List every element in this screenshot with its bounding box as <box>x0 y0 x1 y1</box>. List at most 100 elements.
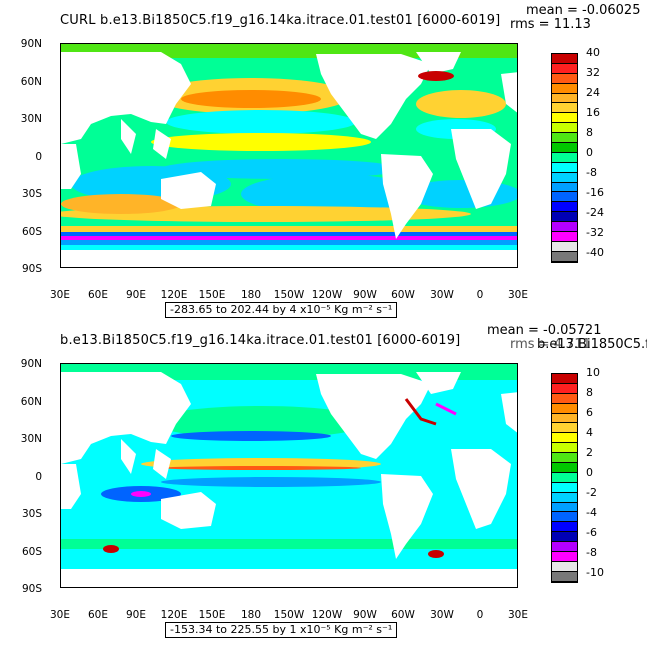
colorbar-swatch <box>552 453 577 464</box>
lat-label: 0 <box>35 151 42 163</box>
colorbar-label: 8 <box>586 126 593 139</box>
colorbar-swatch <box>552 413 577 424</box>
colorbar-swatch <box>552 192 577 203</box>
colorbar-swatch <box>552 123 577 134</box>
lon-label: 90E <box>126 609 146 621</box>
colorbar-swatch <box>552 542 577 553</box>
lat-label: 90S <box>21 583 42 595</box>
colorbar-label: -24 <box>586 206 604 219</box>
colorbar-swatch <box>552 143 577 153</box>
colorbar-label: -8 <box>586 166 597 179</box>
lon-label: 30E <box>508 289 528 301</box>
colorbar-swatch <box>552 241 577 252</box>
colorbar-swatch <box>552 561 577 572</box>
colorbar-swatch <box>552 212 577 223</box>
lon-label: 30W <box>430 609 454 621</box>
colorbar-swatch <box>552 552 577 562</box>
lat-label: 60N <box>20 76 42 88</box>
lat-label: 30N <box>20 113 42 125</box>
colorbar-swatch <box>552 482 577 493</box>
colorbar-swatch <box>552 522 577 533</box>
lat-label: 60S <box>21 546 42 558</box>
colorbar-swatch <box>552 182 577 193</box>
lat-label: 60S <box>21 226 42 238</box>
top-map <box>60 43 518 268</box>
bottom-mean: mean = -0.05721 <box>487 323 602 338</box>
lon-label: 30E <box>50 609 70 621</box>
bottom-map <box>60 363 518 588</box>
colorbar-swatch <box>552 571 577 582</box>
colorbar-swatch <box>552 393 577 404</box>
lon-label: 30W <box>430 289 454 301</box>
lon-label: 60W <box>391 289 415 301</box>
colorbar-swatch <box>552 103 577 114</box>
colorbar-swatch <box>552 443 577 454</box>
top-panel: CURL b.e13.Bi1850C5.f19_g16.14ka.itrace.… <box>0 0 647 320</box>
lon-label: 90W <box>353 609 377 621</box>
colorbar-swatch <box>552 492 577 503</box>
bottom-panel: b.e13.Bi1850C5.f19_g16.14ka.itrace.01.te… <box>0 320 647 640</box>
colorbar-swatch <box>552 403 577 414</box>
colorbar-label: -16 <box>586 186 604 199</box>
colorbar-swatch <box>552 532 577 543</box>
top-rms: rms = 11.13 <box>510 17 591 32</box>
colorbar-label: -40 <box>586 246 604 259</box>
colorbar-label: -8 <box>586 546 597 559</box>
colorbar-label: 16 <box>586 106 600 119</box>
lon-label: 90W <box>353 289 377 301</box>
colorbar-swatch <box>552 133 577 144</box>
lon-label: 150W <box>273 289 305 301</box>
colorbar-swatch <box>552 113 577 124</box>
lon-label: 120W <box>311 289 343 301</box>
top-colorbar <box>551 53 578 263</box>
colorbar-swatch <box>552 502 577 513</box>
colorbar-label: 4 <box>586 426 593 439</box>
lon-label: 30E <box>50 289 70 301</box>
lat-label: 90N <box>20 358 42 370</box>
colorbar-label: -6 <box>586 526 597 539</box>
colorbar-swatch <box>552 73 577 84</box>
colorbar-swatch <box>552 202 577 213</box>
colorbar-label: 0 <box>586 466 593 479</box>
lat-label: 30S <box>21 508 42 520</box>
bottom-colorbar <box>551 373 578 583</box>
lon-label: 30E <box>508 609 528 621</box>
lon-label: 60E <box>88 609 108 621</box>
lat-label: 30N <box>20 433 42 445</box>
colorbar-swatch <box>552 251 577 262</box>
colorbar-swatch <box>552 433 577 444</box>
colorbar-label: 8 <box>586 386 593 399</box>
colorbar-swatch <box>552 162 577 173</box>
lon-label: 0 <box>476 609 484 621</box>
colorbar-swatch <box>552 222 577 233</box>
lon-label: 120E <box>160 609 188 621</box>
colorbar-swatch <box>552 93 577 104</box>
lat-label: 90N <box>20 38 42 50</box>
lat-label: 90S <box>21 263 42 275</box>
lon-label: 150W <box>273 609 305 621</box>
lon-label: 180 <box>240 609 262 621</box>
colorbar-swatch <box>552 83 577 94</box>
bottom-overlap-title: b.e13.Bi1850C5.f19 <box>537 337 647 352</box>
colorbar-swatch <box>552 232 577 242</box>
lat-label: 30S <box>21 188 42 200</box>
bottom-title: b.e13.Bi1850C5.f19_g16.14ka.itrace.01.te… <box>60 333 461 348</box>
colorbar-label: -4 <box>586 506 597 519</box>
lon-label: 60W <box>391 609 415 621</box>
lat-label: 0 <box>35 471 42 483</box>
colorbar-swatch <box>552 512 577 523</box>
bottom-range-label: -153.34 to 225.55 by 1 x10⁻⁵ Kg m⁻² s⁻¹ <box>165 622 398 638</box>
colorbar-swatch <box>552 383 577 394</box>
colorbar-label: 0 <box>586 146 593 159</box>
colorbar-swatch <box>552 172 577 183</box>
colorbar-label: 32 <box>586 66 600 79</box>
colorbar-label: 6 <box>586 406 593 419</box>
colorbar-swatch <box>552 152 577 163</box>
colorbar-label: -2 <box>586 486 597 499</box>
colorbar-label: 24 <box>586 86 600 99</box>
colorbar-label: 10 <box>586 366 600 379</box>
colorbar-label: -10 <box>586 566 604 579</box>
lon-label: 90E <box>126 289 146 301</box>
top-mean: mean = -0.06025 <box>526 3 641 18</box>
colorbar-swatch <box>552 463 577 473</box>
